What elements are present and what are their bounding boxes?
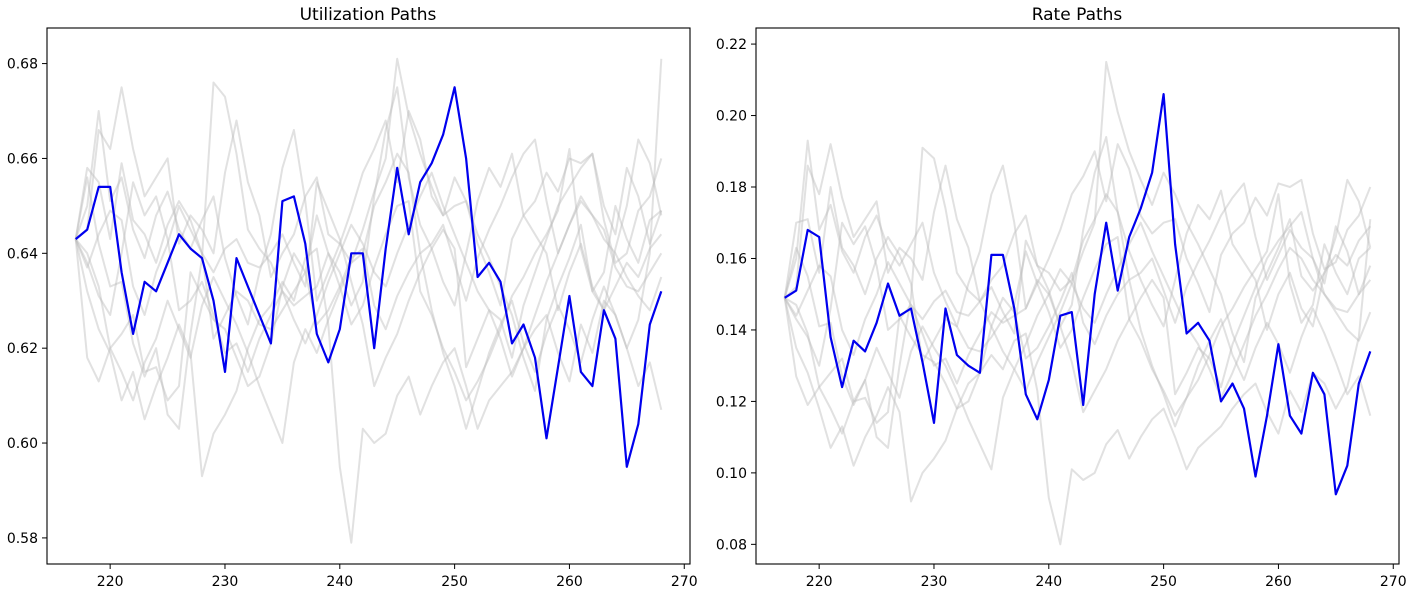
highlighted-path xyxy=(74,86,663,468)
x-tick-label: 260 xyxy=(1265,574,1292,590)
y-tick-label: 0.60 xyxy=(7,436,38,452)
background-path-2 xyxy=(74,110,663,326)
background-path-7 xyxy=(783,146,1372,449)
x-tick-label: 220 xyxy=(97,574,124,590)
x-tick-label: 230 xyxy=(212,574,239,590)
y-tick-label: 0.18 xyxy=(716,180,747,196)
y-tick-label: 0.58 xyxy=(7,531,38,547)
background-path-8 xyxy=(74,57,663,444)
background-path-8 xyxy=(784,60,1372,471)
background-path-2 xyxy=(783,139,1372,328)
axes-frame xyxy=(755,27,1400,565)
background-path-3 xyxy=(74,148,662,402)
y-tick-label: 0.62 xyxy=(7,341,38,357)
background-path-4 xyxy=(783,136,1372,385)
y-tick-label: 0.66 xyxy=(7,151,38,167)
background-path-6 xyxy=(784,143,1372,324)
background-path-5 xyxy=(74,239,663,430)
x-tick-label: 260 xyxy=(556,574,583,590)
x-tick-label: 270 xyxy=(1380,574,1407,590)
y-tick-label: 0.68 xyxy=(7,57,38,73)
x-tick-label: 240 xyxy=(326,574,353,590)
y-tick-label: 0.16 xyxy=(716,251,747,267)
y-tick-label: 0.22 xyxy=(716,37,747,53)
background-path-5 xyxy=(783,271,1372,428)
background-path-1 xyxy=(74,58,663,544)
background-path-1 xyxy=(783,219,1372,546)
background-path-7 xyxy=(74,81,663,430)
x-tick-label: 250 xyxy=(1150,574,1177,590)
x-tick-label: 240 xyxy=(1035,574,1062,590)
background-path-6 xyxy=(75,86,663,302)
panel-rate: Rate Paths 220 230 240 250 260 270 0.08 0.10 0.1… xyxy=(716,5,1407,590)
background-path-4 xyxy=(74,86,663,373)
panel-title: Rate Paths xyxy=(1032,5,1123,25)
y-tick-label: 0.20 xyxy=(716,109,747,125)
x-tick-label: 250 xyxy=(441,574,468,590)
background-path-3 xyxy=(783,186,1371,417)
panel-utilization: Utilization Paths 220 230 240 250 260 270 0.58… xyxy=(7,5,698,590)
axes-frame xyxy=(46,27,691,565)
plot-area: 220 230 240 250 260 270 0.58 0.60 0.62 0.64 0.66 0.… xyxy=(7,57,698,590)
plot-area: 220 230 240 250 260 270 0.08 0.10 0.12 0.14 0.16 0.… xyxy=(716,37,1407,590)
y-tick-label: 0.64 xyxy=(7,246,38,262)
x-tick-label: 230 xyxy=(921,574,948,590)
y-tick-label: 0.10 xyxy=(716,466,747,482)
x-tick-label: 220 xyxy=(806,574,833,590)
x-tick-label: 270 xyxy=(671,574,698,590)
y-tick-label: 0.12 xyxy=(716,394,747,410)
y-tick-label: 0.14 xyxy=(716,323,747,339)
panel-title: Utilization Paths xyxy=(300,5,437,25)
y-tick-label: 0.08 xyxy=(716,537,747,553)
background-path-9 xyxy=(74,152,663,388)
highlighted-path xyxy=(784,93,1372,496)
background-path-9 xyxy=(783,211,1372,414)
